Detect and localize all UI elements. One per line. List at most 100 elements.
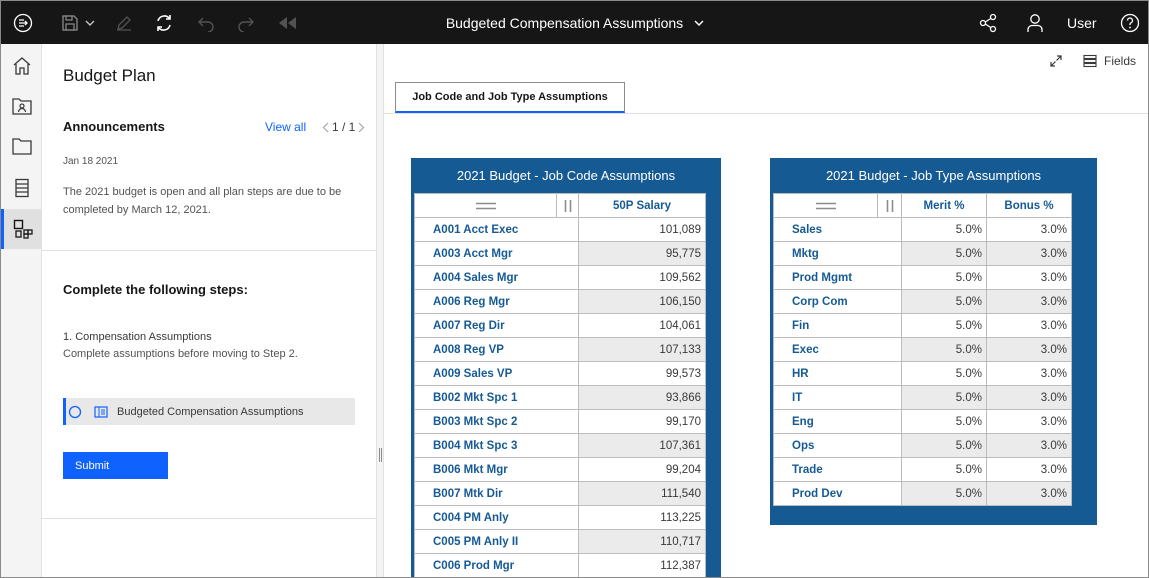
salary-cell[interactable]: 110,717 bbox=[578, 529, 706, 554]
row-label[interactable]: A001 Acct Exec bbox=[414, 217, 579, 242]
merit-cell[interactable]: 5.0% bbox=[901, 385, 987, 410]
merit-cell[interactable]: 5.0% bbox=[901, 217, 987, 242]
home-icon[interactable] bbox=[1, 46, 42, 86]
salary-cell[interactable]: 93,866 bbox=[578, 385, 706, 410]
column-header-merit[interactable]: Merit % bbox=[901, 193, 987, 218]
bonus-cell[interactable]: 3.0% bbox=[986, 433, 1072, 458]
merit-cell[interactable]: 5.0% bbox=[901, 457, 987, 482]
row-header-menu[interactable] bbox=[773, 193, 878, 218]
tab-job-code-and-job-type[interactable]: Job Code and Job Type Assumptions bbox=[395, 82, 625, 113]
view-title[interactable]: Budgeted Compensation Assumptions bbox=[445, 14, 684, 31]
column-header-bonus[interactable]: Bonus % bbox=[986, 193, 1072, 218]
row-label[interactable]: Corp Com bbox=[773, 289, 902, 314]
row-label[interactable]: C005 PM Anly II bbox=[414, 529, 579, 554]
salary-cell[interactable]: 112,387 bbox=[578, 553, 706, 577]
row-label[interactable]: A003 Acct Mgr bbox=[414, 241, 579, 266]
merit-cell[interactable]: 5.0% bbox=[901, 337, 987, 362]
bonus-cell[interactable]: 3.0% bbox=[986, 241, 1072, 266]
salary-cell[interactable]: 104,061 bbox=[578, 313, 706, 338]
row-label[interactable]: B004 Mkt Spc 3 bbox=[414, 433, 579, 458]
bonus-cell[interactable]: 3.0% bbox=[986, 385, 1072, 410]
row-label[interactable]: Prod Dev bbox=[773, 481, 902, 506]
row-label[interactable]: Ops bbox=[773, 433, 902, 458]
salary-cell[interactable]: 111,540 bbox=[578, 481, 706, 506]
datasets-icon[interactable] bbox=[1, 168, 42, 208]
expand-icon[interactable] bbox=[1049, 54, 1063, 68]
merit-cell[interactable]: 5.0% bbox=[901, 433, 987, 458]
bonus-cell[interactable]: 3.0% bbox=[986, 217, 1072, 242]
folder-icon[interactable] bbox=[1, 126, 42, 166]
title-chevron-down-icon[interactable] bbox=[693, 17, 705, 29]
salary-cell[interactable]: 107,133 bbox=[578, 337, 706, 362]
column-resize-handle[interactable] bbox=[556, 193, 579, 218]
salary-cell[interactable]: 99,170 bbox=[578, 409, 706, 434]
fields-icon[interactable] bbox=[1083, 54, 1097, 68]
bonus-cell[interactable]: 3.0% bbox=[986, 265, 1072, 290]
salary-cell[interactable]: 107,361 bbox=[578, 433, 706, 458]
row-label[interactable]: Sales bbox=[773, 217, 902, 242]
salary-cell[interactable]: 95,775 bbox=[578, 241, 706, 266]
merit-cell[interactable]: 5.0% bbox=[901, 361, 987, 386]
row-label[interactable]: Eng bbox=[773, 409, 902, 434]
row-label[interactable]: B007 Mtk Dir bbox=[414, 481, 579, 506]
workspace-icon[interactable] bbox=[1, 209, 42, 249]
chevron-right-icon[interactable] bbox=[358, 122, 365, 133]
merit-cell[interactable]: 5.0% bbox=[901, 265, 987, 290]
merit-cell[interactable]: 5.0% bbox=[901, 409, 987, 434]
merit-cell[interactable]: 5.0% bbox=[901, 481, 987, 506]
salary-cell[interactable]: 109,562 bbox=[578, 265, 706, 290]
merit-cell[interactable]: 5.0% bbox=[901, 289, 987, 314]
bonus-cell[interactable]: 3.0% bbox=[986, 409, 1072, 434]
status-circle-icon[interactable] bbox=[68, 405, 82, 419]
task-item[interactable]: Budgeted Compensation Assumptions bbox=[63, 398, 355, 425]
redo-icon[interactable] bbox=[233, 1, 259, 44]
row-header-menu[interactable] bbox=[414, 193, 557, 218]
column-resize-handle[interactable] bbox=[877, 193, 902, 218]
undo-icon[interactable] bbox=[193, 1, 219, 44]
row-label[interactable]: Fin bbox=[773, 313, 902, 338]
chevron-down-icon[interactable] bbox=[83, 1, 97, 44]
save-icon[interactable] bbox=[57, 1, 83, 44]
salary-cell[interactable]: 101,089 bbox=[578, 217, 706, 242]
salary-cell[interactable]: 106,150 bbox=[578, 289, 706, 314]
bonus-cell[interactable]: 3.0% bbox=[986, 313, 1072, 338]
bonus-cell[interactable]: 3.0% bbox=[986, 289, 1072, 314]
refresh-icon[interactable] bbox=[151, 1, 177, 44]
team-content-icon[interactable] bbox=[1, 86, 42, 126]
view-all-link[interactable]: View all bbox=[265, 120, 307, 134]
share-icon[interactable] bbox=[975, 1, 1001, 44]
menu-toggle-icon[interactable] bbox=[7, 1, 39, 44]
row-label[interactable]: B002 Mkt Spc 1 bbox=[414, 385, 579, 410]
row-label[interactable]: A004 Sales Mgr bbox=[414, 265, 579, 290]
row-label[interactable]: C006 Prod Mgr bbox=[414, 553, 579, 577]
row-label[interactable]: A006 Reg Mgr bbox=[414, 289, 579, 314]
row-label[interactable]: A008 Reg VP bbox=[414, 337, 579, 362]
salary-cell[interactable]: 99,204 bbox=[578, 457, 706, 482]
row-label[interactable]: Exec bbox=[773, 337, 902, 362]
row-label[interactable]: HR bbox=[773, 361, 902, 386]
row-label[interactable]: A007 Reg Dir bbox=[414, 313, 579, 338]
bonus-cell[interactable]: 3.0% bbox=[986, 361, 1072, 386]
merit-cell[interactable]: 5.0% bbox=[901, 313, 987, 338]
user-label[interactable]: User bbox=[1067, 14, 1097, 31]
column-header-50p-salary[interactable]: 50P Salary bbox=[578, 193, 706, 218]
salary-cell[interactable]: 113,225 bbox=[578, 505, 706, 530]
row-label[interactable]: Prod Mgmt bbox=[773, 265, 902, 290]
user-icon[interactable] bbox=[1022, 1, 1048, 44]
fields-button[interactable]: Fields bbox=[1103, 54, 1136, 68]
row-label[interactable]: Mktg bbox=[773, 241, 902, 266]
salary-cell[interactable]: 99,573 bbox=[578, 361, 706, 386]
panel-resize-handle[interactable] bbox=[376, 44, 384, 577]
row-label[interactable]: A009 Sales VP bbox=[414, 361, 579, 386]
row-label[interactable]: Trade bbox=[773, 457, 902, 482]
row-label[interactable]: B003 Mkt Spc 2 bbox=[414, 409, 579, 434]
bonus-cell[interactable]: 3.0% bbox=[986, 481, 1072, 506]
edit-icon[interactable] bbox=[111, 1, 137, 44]
row-label[interactable]: B006 Mkt Mgr bbox=[414, 457, 579, 482]
rewind-icon[interactable] bbox=[274, 1, 300, 44]
chevron-left-icon[interactable] bbox=[322, 122, 329, 133]
merit-cell[interactable]: 5.0% bbox=[901, 241, 987, 266]
row-label[interactable]: IT bbox=[773, 385, 902, 410]
help-icon[interactable] bbox=[1117, 1, 1143, 44]
row-label[interactable]: C004 PM Anly bbox=[414, 505, 579, 530]
